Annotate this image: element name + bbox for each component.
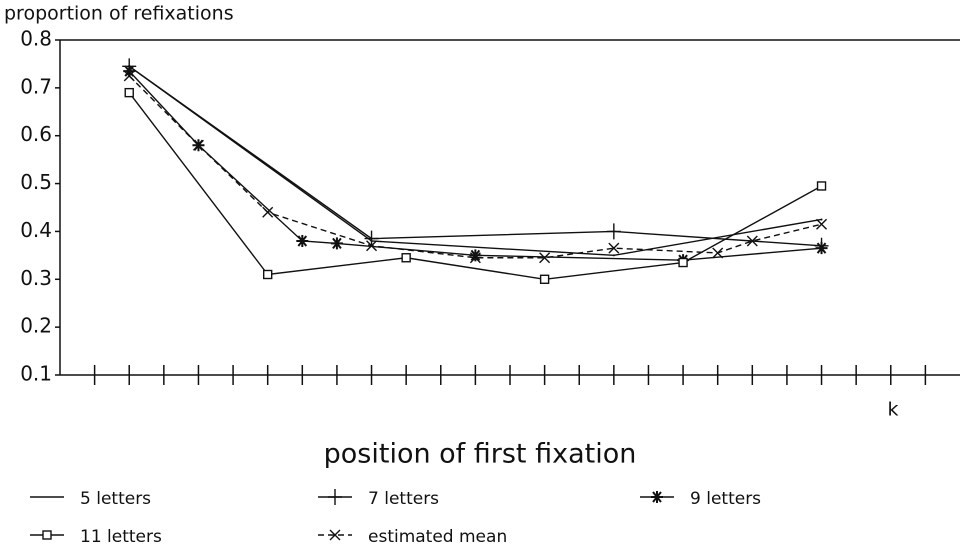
legend-item: 9 letters	[640, 489, 761, 509]
marker	[469, 249, 482, 262]
marker	[124, 87, 134, 98]
marker	[328, 489, 342, 505]
y-tick-label: 0.3	[20, 266, 52, 290]
y-tick-label: 0.6	[20, 122, 52, 146]
legend-item: estimated mean	[318, 527, 507, 547]
x-annotation: k	[887, 399, 898, 421]
series-line	[128, 92, 822, 280]
series-line	[128, 65, 822, 257]
series-line	[128, 70, 822, 261]
marker	[608, 242, 620, 254]
y-axis-label: proportion of refixations	[4, 3, 234, 25]
legend-label: 9 letters	[690, 489, 761, 509]
marker	[262, 269, 273, 280]
series-line	[128, 75, 822, 259]
marker	[815, 242, 828, 255]
legend-item: 5 letters	[30, 489, 151, 509]
legend-item: 7 letters	[318, 489, 439, 509]
legend-label: estimated mean	[368, 527, 507, 547]
marker	[123, 65, 136, 78]
legend-label: 7 letters	[368, 489, 439, 509]
legend-item: 11 letters	[30, 527, 162, 547]
y-tick-label: 0.1	[20, 362, 52, 386]
marker	[712, 247, 724, 259]
x-axis-label: position of first fixation	[324, 439, 637, 470]
marker	[364, 230, 379, 247]
y-tick-label: 0.8	[20, 27, 52, 51]
y-tick-label: 0.2	[20, 314, 52, 338]
series-line	[128, 65, 822, 247]
marker	[123, 70, 135, 82]
y-tick-label: 0.7	[20, 74, 52, 98]
y-tick-label: 0.4	[20, 218, 52, 242]
y-tick-label: 0.5	[20, 170, 52, 194]
marker	[469, 252, 481, 264]
marker	[651, 491, 663, 503]
marker	[539, 252, 551, 264]
marker	[366, 240, 378, 252]
marker	[42, 530, 52, 540]
marker	[746, 235, 758, 247]
marker	[329, 529, 341, 541]
marker	[192, 139, 204, 151]
marker	[816, 181, 827, 191]
marker	[262, 206, 274, 218]
marker	[678, 257, 688, 268]
point	[612, 254, 615, 257]
marker	[330, 237, 343, 250]
legend-label: 11 letters	[80, 527, 162, 547]
marker	[816, 218, 828, 230]
marker	[401, 253, 411, 263]
marker	[539, 274, 550, 284]
legend-label: 5 letters	[80, 489, 151, 509]
marker	[296, 235, 309, 247]
marker	[606, 223, 621, 240]
point	[820, 218, 823, 221]
